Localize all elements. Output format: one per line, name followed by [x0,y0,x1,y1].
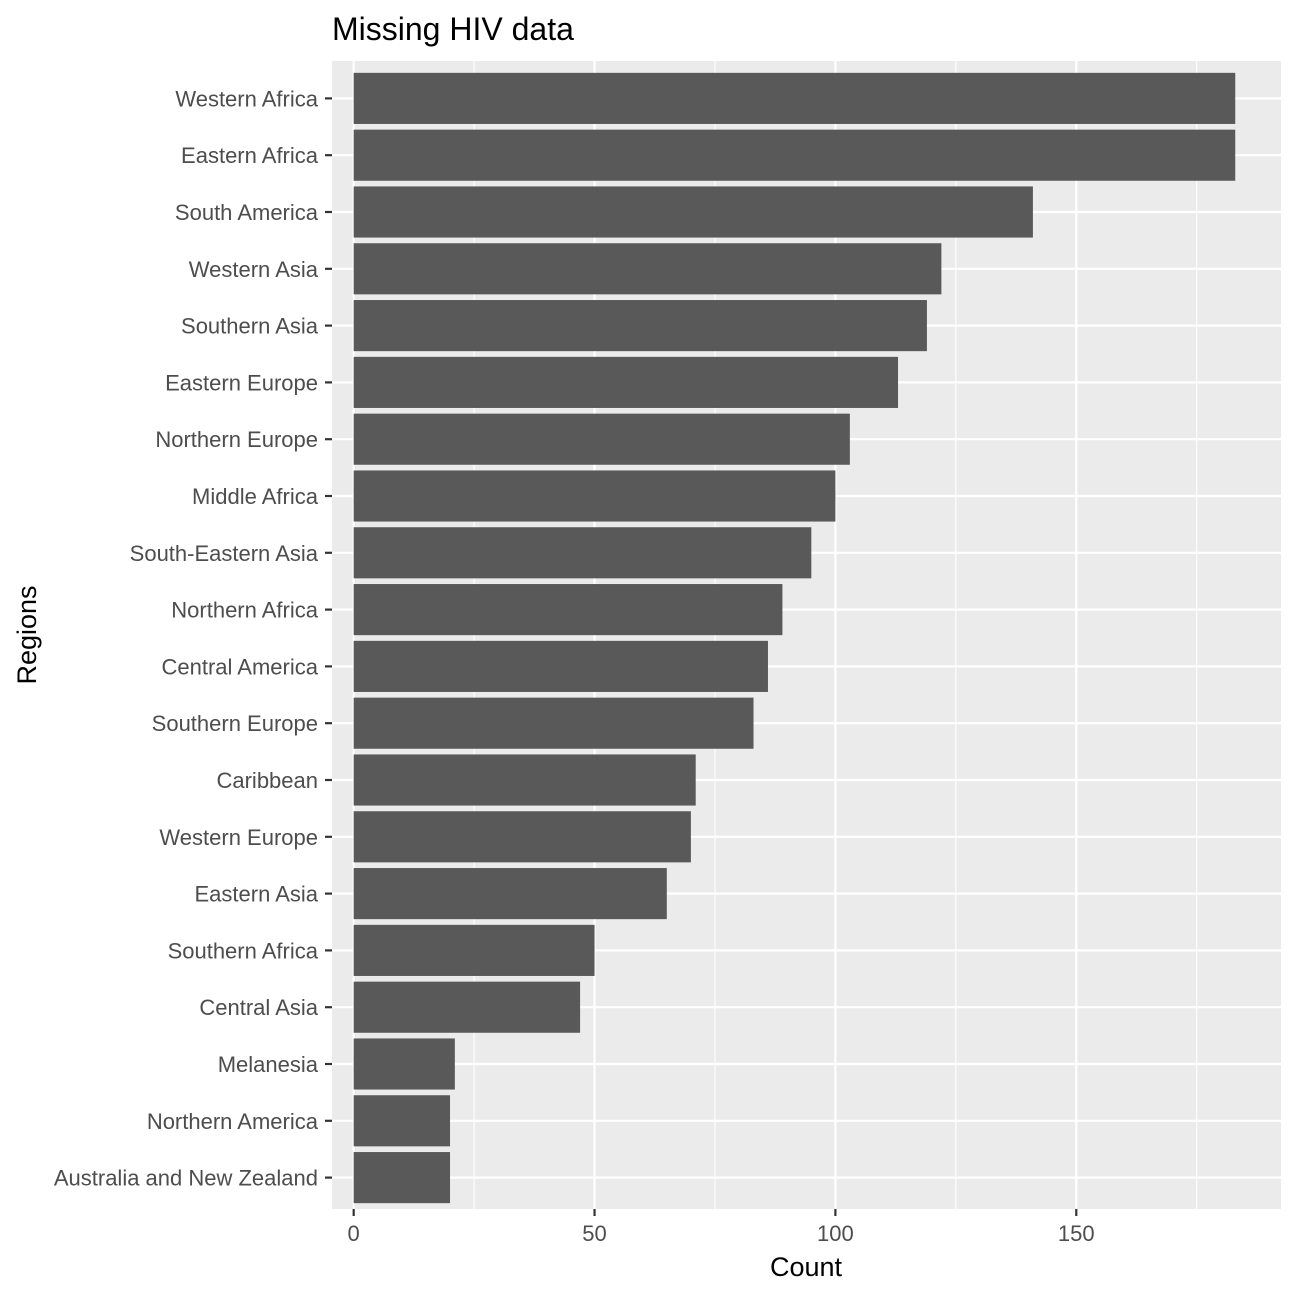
bar [353,811,691,863]
y-tick-label: Eastern Asia [194,882,318,907]
y-tick-label: Western Africa [175,86,318,111]
bar [353,640,768,692]
y-axis-title: Regions [12,585,42,684]
bar [353,72,1236,124]
bar [353,924,595,976]
y-tick-label: South America [175,200,319,225]
y-tick-label: Western Asia [189,257,319,282]
y-tick-label: Southern Europe [152,711,318,736]
bar [353,868,667,920]
x-axis-title: Count [770,1252,843,1282]
y-tick-label: Western Europe [159,825,318,850]
x-tick-label: 100 [817,1221,854,1246]
y-tick-label: Southern Asia [181,314,319,339]
bar [353,186,1033,238]
y-tick-label: Caribbean [216,768,318,793]
x-tick-label: 150 [1058,1221,1095,1246]
y-tick-label: Eastern Africa [181,143,319,168]
y-tick-label: Eastern Europe [165,370,318,395]
bar [353,981,581,1033]
x-tick-label: 0 [348,1221,360,1246]
bar [353,413,850,465]
bar [353,1152,451,1204]
bars [353,72,1236,1204]
x-tick-label: 50 [582,1221,606,1246]
y-tick-label: Melanesia [218,1052,319,1077]
bar [353,129,1236,181]
bar [353,243,942,295]
y-tick-label: Southern Africa [168,938,319,963]
x-axis: 0 50 100 150 [348,1209,1095,1246]
bar [353,697,754,749]
y-tick-label: South-Eastern Asia [130,541,319,566]
bar [353,527,812,579]
y-axis: Western Africa Eastern Africa South Americ… [54,86,332,1191]
bar [353,1095,451,1147]
bar [353,584,783,636]
y-tick-label: Northern America [147,1109,319,1134]
y-tick-label: Central Asia [199,995,318,1020]
y-tick-label: Northern Africa [171,598,318,623]
bar [353,1038,455,1090]
y-tick-label: Australia and New Zealand [54,1166,318,1191]
chart-title: Missing HIV data [332,11,574,47]
bar [353,754,696,806]
bar [353,300,927,352]
bar [353,470,836,522]
bar [353,356,899,408]
y-tick-label: Central America [161,654,318,679]
y-tick-label: Middle Africa [192,484,319,509]
y-tick-label: Northern Europe [155,427,318,452]
